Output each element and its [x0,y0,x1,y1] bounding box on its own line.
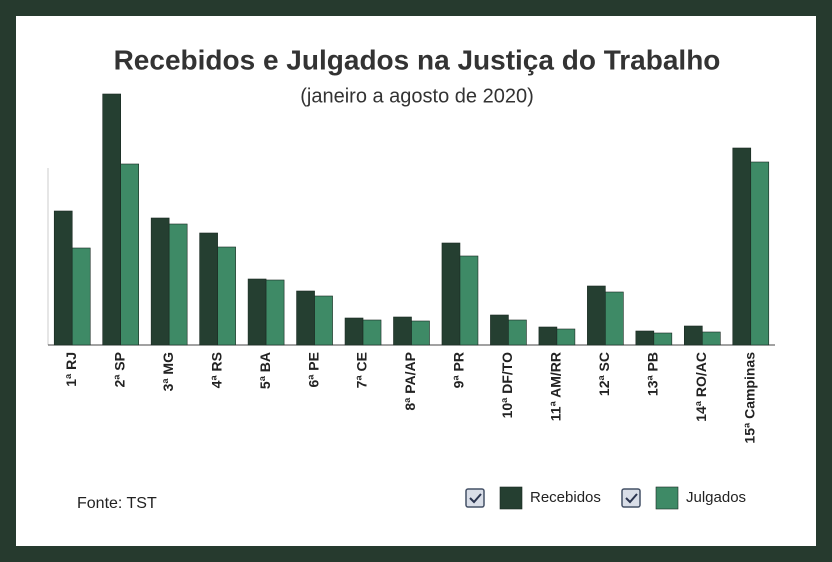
bar [393,316,412,346]
legend-swatch [499,486,523,510]
x-tick-label: 7ª CE [354,352,370,388]
bar [653,332,673,346]
legend-item[interactable]: Julgados [621,486,746,510]
bar [199,232,218,346]
x-tick-label: 2ª SP [111,352,127,388]
chart-subtitle: (janeiro a agosto de 2020) [300,85,534,107]
bar [71,247,91,346]
x-tick-label: 15ª Campinas [741,352,757,444]
bar [701,331,721,346]
x-tick-label: 1ª RJ [63,352,79,387]
bar [168,223,188,346]
legend-checkbox[interactable] [465,488,485,508]
bar [635,330,655,346]
bar [53,210,73,346]
legend-item[interactable]: Recebidos [465,486,601,510]
bar [490,314,509,346]
bar [683,325,703,346]
legend-label: Recebidos [530,489,601,506]
legend-check [625,493,638,504]
x-tick-label: 10ª DF/TO [499,352,515,418]
x-tick-label: 4ª RS [208,352,224,388]
bar [120,163,139,346]
bar [296,290,315,346]
source: Fonte: TST [77,495,157,512]
legend-label: Julgados [686,489,746,506]
x-tick-label: 3ª MG [160,352,176,392]
bar [459,255,479,346]
bar [362,319,382,346]
bar [217,246,236,346]
bar [750,161,770,346]
bar [247,278,267,346]
bar [265,279,285,346]
bar [605,291,624,346]
bar [441,242,461,346]
x-tick-label: 9ª PR [451,352,467,388]
x-tick-label: 13ª PB [645,352,661,396]
bar [344,317,364,346]
bar [732,147,752,346]
panel [16,16,816,546]
bar [102,93,121,346]
bar [508,319,527,346]
bar [538,326,558,346]
bar [150,217,170,346]
x-tick-label: 5ª BA [257,352,273,389]
bar [411,320,430,346]
x-tick-label: 6ª PE [305,352,321,388]
x-tick-label: 8ª PA/AP [402,352,418,411]
legend-swatch [655,486,679,510]
bar [587,285,606,346]
chart-title: Recebidos e Julgados na Justiça do Traba… [114,44,721,75]
bar [314,295,333,346]
x-tick-label: 14ª RO/AC [693,352,709,422]
legend-checkbox[interactable] [621,488,641,508]
bar [556,328,576,346]
legend-check [469,493,482,504]
x-tick-label: 11ª AM/RR [548,352,564,421]
x-tick-label: 12ª SC [596,352,612,396]
